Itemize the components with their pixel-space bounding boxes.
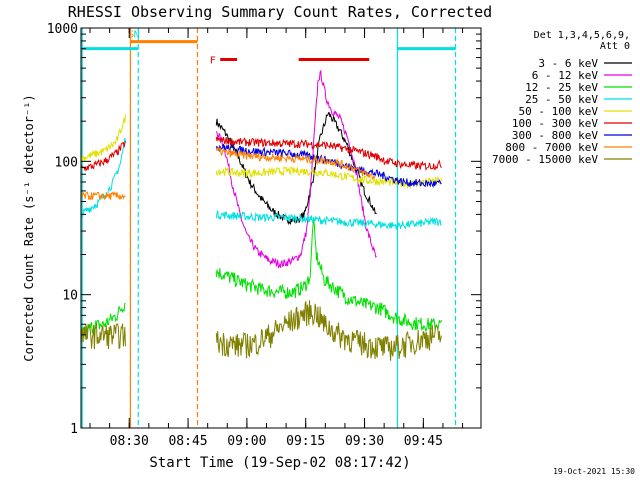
x-tick-label: 09:15 (286, 434, 325, 449)
series-line (215, 300, 442, 361)
x-tick-label: 08:30 (110, 434, 149, 449)
series-line (81, 323, 126, 350)
timestamp: 19-Oct-2021 15:30 (553, 467, 635, 476)
annotation-label: N (134, 30, 140, 41)
legend-label: 100 - 300 keV (512, 117, 598, 130)
series-line (215, 165, 442, 190)
legend-label: 6 - 12 keV (532, 69, 599, 82)
legend-label: 300 - 800 keV (512, 129, 598, 142)
plot-area: S N F (81, 28, 457, 428)
series-line (81, 190, 126, 201)
x-axis-label: Start Time (19-Sep-02 08:17:42) (149, 455, 410, 471)
legend-header: Det 1,3,4,5,6,9, (534, 30, 630, 41)
series-line (215, 112, 377, 226)
legend-header: Att 0 (600, 41, 630, 52)
legend-label: 25 - 50 keV (525, 93, 598, 106)
series-line (215, 146, 376, 180)
legend-label: 7000 - 15000 keV (492, 153, 598, 166)
x-tick-label: 08:45 (168, 434, 207, 449)
x-tick-label: 09:00 (227, 434, 266, 449)
series-line (215, 136, 442, 171)
plot-frame (80, 27, 482, 429)
legend-label: 800 - 7000 keV (505, 141, 598, 154)
series-line (215, 210, 442, 230)
series-line (81, 141, 126, 172)
legend-label: 12 - 25 keV (525, 81, 598, 94)
annotation-label: F (210, 56, 216, 67)
x-tick-label: 09:45 (404, 434, 443, 449)
series-line (215, 218, 442, 333)
y-axis-label: Corrected Count Rate (s⁻¹ detector⁻¹) (22, 94, 36, 361)
annotation-label: S (128, 30, 134, 41)
chart-title: RHESSI Observing Summary Count Rates, Co… (68, 3, 492, 21)
legend-label: 50 - 100 keV (519, 105, 599, 118)
x-tick-label: 09:30 (345, 434, 384, 449)
legend-label: 3 - 6 keV (538, 57, 598, 70)
y-tick-label: 10 (62, 289, 78, 304)
series-line (81, 114, 126, 162)
y-tick-label: 100 (55, 155, 78, 170)
y-tick-label: 1000 (47, 22, 78, 37)
y-tick-label: 1 (70, 422, 78, 437)
